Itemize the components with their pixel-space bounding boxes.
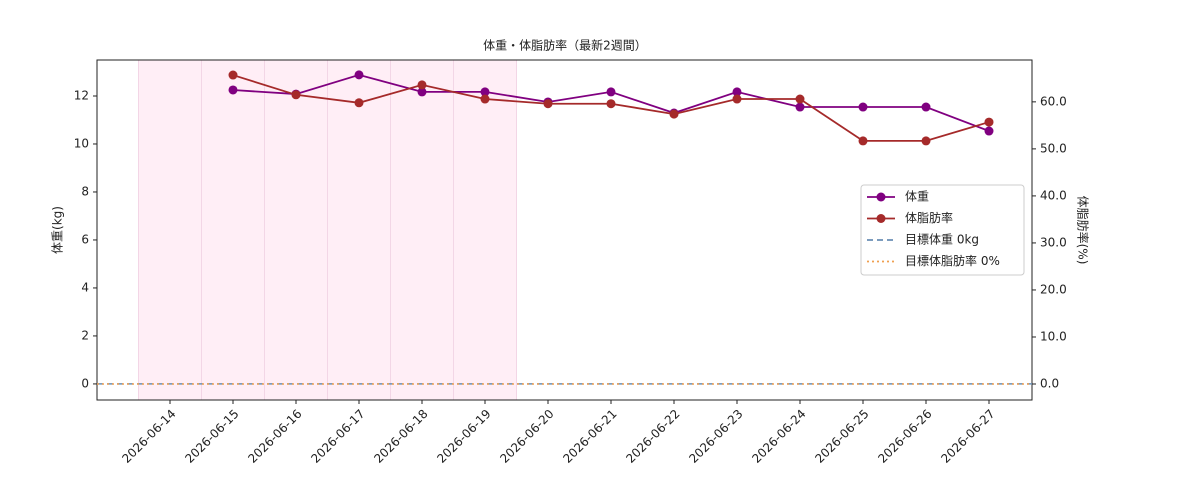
y-tick-label: 0	[81, 376, 89, 390]
y2-tick-label: 60.0	[1040, 94, 1067, 108]
series-point	[732, 94, 742, 104]
x-tick-label: 2026-06-25	[812, 407, 871, 466]
y2-axis-label: 体脂肪率(%)	[1076, 196, 1091, 265]
y-tick-label: 10	[74, 136, 89, 150]
series-point	[291, 90, 301, 100]
x-tick-label: 2026-06-14	[119, 407, 178, 466]
series-point	[417, 80, 427, 90]
series-point	[354, 70, 364, 80]
series-point	[228, 70, 238, 80]
series-point	[480, 94, 490, 104]
legend-box	[860, 184, 1025, 276]
y2-tick-label: 30.0	[1040, 235, 1067, 249]
y-tick-label: 2	[81, 328, 89, 342]
y2-tick-label: 0.0	[1040, 377, 1059, 391]
x-tick-label: 2026-06-24	[749, 407, 808, 466]
plot-frame	[96, 59, 1033, 401]
series-point	[984, 126, 994, 136]
x-tick-label: 2026-06-22	[623, 407, 682, 466]
y2-tick-label: 20.0	[1040, 282, 1067, 296]
series-point	[543, 99, 553, 109]
series-point	[354, 98, 364, 108]
y-tick-label: 4	[81, 280, 89, 294]
x-tick-label: 2026-06-15	[182, 407, 241, 466]
series-point	[417, 87, 427, 97]
series-point	[669, 109, 679, 119]
x-tick-label: 2026-06-23	[686, 407, 745, 466]
legend-label: 体脂肪率	[905, 210, 953, 225]
y2-tick-label: 40.0	[1040, 188, 1067, 202]
series-point	[858, 102, 868, 112]
highlight-band	[201, 59, 265, 401]
x-tick-label: 2026-06-19	[434, 407, 493, 466]
y2-tick-label: 50.0	[1040, 141, 1067, 155]
series-point	[795, 102, 805, 112]
chart-title: 体重・体脂肪率（最新2週間）	[483, 38, 647, 53]
highlight-band	[390, 59, 454, 401]
series-point	[921, 136, 931, 146]
x-tick-label: 2026-06-26	[875, 407, 934, 466]
series-point	[606, 99, 616, 109]
legend-label: 目標体重 0kg	[905, 233, 979, 247]
series-point	[606, 87, 616, 97]
x-tick-label: 2026-06-27	[938, 407, 997, 466]
series-point	[795, 94, 805, 104]
y-axis-label: 体重(kg)	[51, 206, 65, 254]
y-tick-label: 6	[81, 232, 89, 246]
series-point	[921, 102, 931, 112]
legend-label: 体重	[905, 190, 929, 204]
legend-label: 目標体脂肪率 0%	[905, 253, 1000, 268]
y2-tick-label: 10.0	[1040, 329, 1067, 343]
series-point	[984, 117, 994, 127]
highlight-band	[264, 59, 328, 401]
highlight-band	[138, 59, 202, 401]
y-tick-label: 12	[74, 88, 89, 102]
y-tick-label: 8	[81, 184, 89, 198]
series-point	[732, 87, 742, 97]
highlight-band	[453, 59, 517, 401]
x-tick-label: 2026-06-18	[371, 407, 430, 466]
series-point	[228, 85, 238, 95]
x-tick-label: 2026-06-17	[308, 407, 367, 466]
legend-marker	[876, 192, 886, 202]
series-point	[858, 136, 868, 146]
legend-marker	[876, 214, 886, 223]
x-tick-label: 2026-06-20	[497, 407, 556, 466]
series-point	[480, 87, 490, 97]
highlight-band	[327, 59, 391, 401]
x-tick-label: 2026-06-16	[245, 407, 304, 466]
x-tick-label: 2026-06-21	[560, 407, 619, 466]
